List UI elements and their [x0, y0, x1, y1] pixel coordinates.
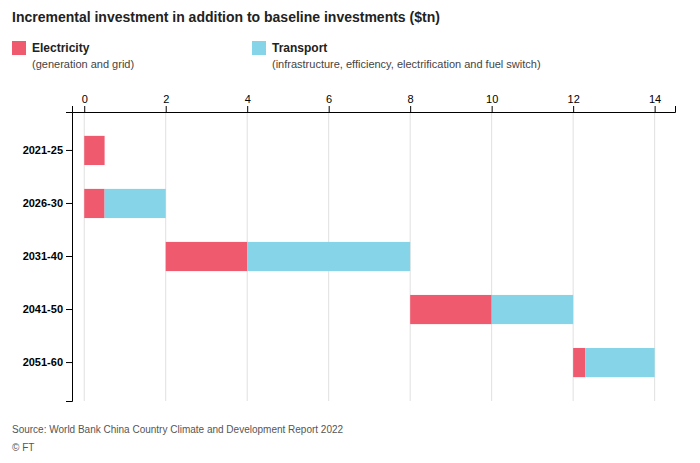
- x-tick: 0: [82, 93, 88, 112]
- x-tick-label: 14: [649, 93, 661, 105]
- x-tick-mark: [573, 106, 574, 112]
- legend-item: Electricity (generation and grid): [12, 41, 134, 70]
- y-tick: 2031-40: [23, 250, 72, 262]
- credit: © FT: [12, 442, 34, 453]
- plot: 024681012142021-252026-302031-402041-502…: [23, 93, 676, 402]
- grid-line: [491, 112, 492, 401]
- x-tick-mark: [166, 106, 167, 112]
- bar: [410, 295, 491, 324]
- legend: Electricity (generation and grid) Transpor…: [12, 41, 541, 70]
- y-tick-label: 2021-25: [23, 144, 63, 156]
- x-tick-label: 4: [245, 93, 251, 105]
- y-tick: 2051-60: [23, 356, 72, 368]
- x-tick: 4: [245, 93, 251, 112]
- title: Incremental investment in addition to ba…: [12, 9, 440, 25]
- x-tick-label: 10: [486, 93, 498, 105]
- legend-swatch: [12, 41, 26, 55]
- bar: [585, 348, 654, 377]
- x-tick: 6: [326, 93, 332, 112]
- series: [105, 189, 655, 377]
- bar: [84, 136, 85, 165]
- legend-description: (generation and grid): [32, 58, 134, 70]
- x-tick: 2: [163, 93, 169, 112]
- y-tick-label: 2051-60: [23, 356, 63, 368]
- x-tick-label: 0: [82, 93, 88, 105]
- source: Source: World Bank China Country Climate…: [12, 424, 344, 435]
- x-tick-mark: [329, 106, 330, 112]
- bar: [84, 136, 104, 165]
- y-tick: 2021-25: [23, 144, 72, 156]
- y-tick: 2026-30: [23, 197, 72, 209]
- y-tick-mark: [66, 150, 72, 151]
- y-tick-mark: [66, 362, 72, 363]
- y-tick-mark: [66, 309, 72, 310]
- bar: [105, 189, 166, 218]
- bar: [492, 295, 573, 324]
- y-tick: 2041-50: [23, 303, 72, 315]
- y-tick-label: 2026-30: [23, 197, 63, 209]
- legend-item: Transport (infrastructure, efficiency, el…: [252, 41, 541, 70]
- x-tick-label: 2: [163, 93, 169, 105]
- x-tick: 10: [486, 93, 498, 112]
- x-tick: 14: [649, 93, 661, 112]
- bar: [166, 242, 247, 271]
- x-axis: 0 2 4 6 8 10 12 14: [73, 93, 676, 113]
- x-tick-mark: [84, 106, 85, 112]
- legend-swatch: [252, 41, 266, 55]
- x-tick-mark: [492, 106, 493, 112]
- legend-label: Transport: [272, 41, 327, 55]
- chart: Incremental investment in addition to ba…: [0, 0, 700, 463]
- legend-label: Electricity: [32, 41, 90, 55]
- bar: [247, 242, 410, 271]
- bar: [84, 189, 104, 218]
- x-tick-mark: [410, 106, 411, 112]
- y-tick-mark: [66, 203, 72, 204]
- x-tick-label: 8: [408, 93, 414, 105]
- y-tick-mark: [66, 256, 72, 257]
- x-tick-mark: [247, 106, 248, 112]
- bars: [84, 136, 654, 377]
- x-tick-label: 6: [326, 93, 332, 105]
- y-axis-line: [66, 113, 73, 402]
- y-tick-label: 2031-40: [23, 250, 63, 262]
- y-tick-label: 2041-50: [23, 303, 63, 315]
- y-axis: 2021-25 2026-30 2031-40 2041-50 2051-60: [23, 113, 73, 402]
- x-axis-line: [73, 106, 676, 113]
- legend-description: (infrastructure, efficiency, electrifica…: [272, 58, 541, 70]
- grid: [84, 112, 654, 401]
- x-tick-mark: [655, 106, 656, 112]
- x-tick: 8: [408, 93, 414, 112]
- series: [84, 136, 585, 377]
- x-tick: 12: [568, 93, 580, 112]
- x-tick-label: 12: [568, 93, 580, 105]
- bar: [573, 348, 585, 377]
